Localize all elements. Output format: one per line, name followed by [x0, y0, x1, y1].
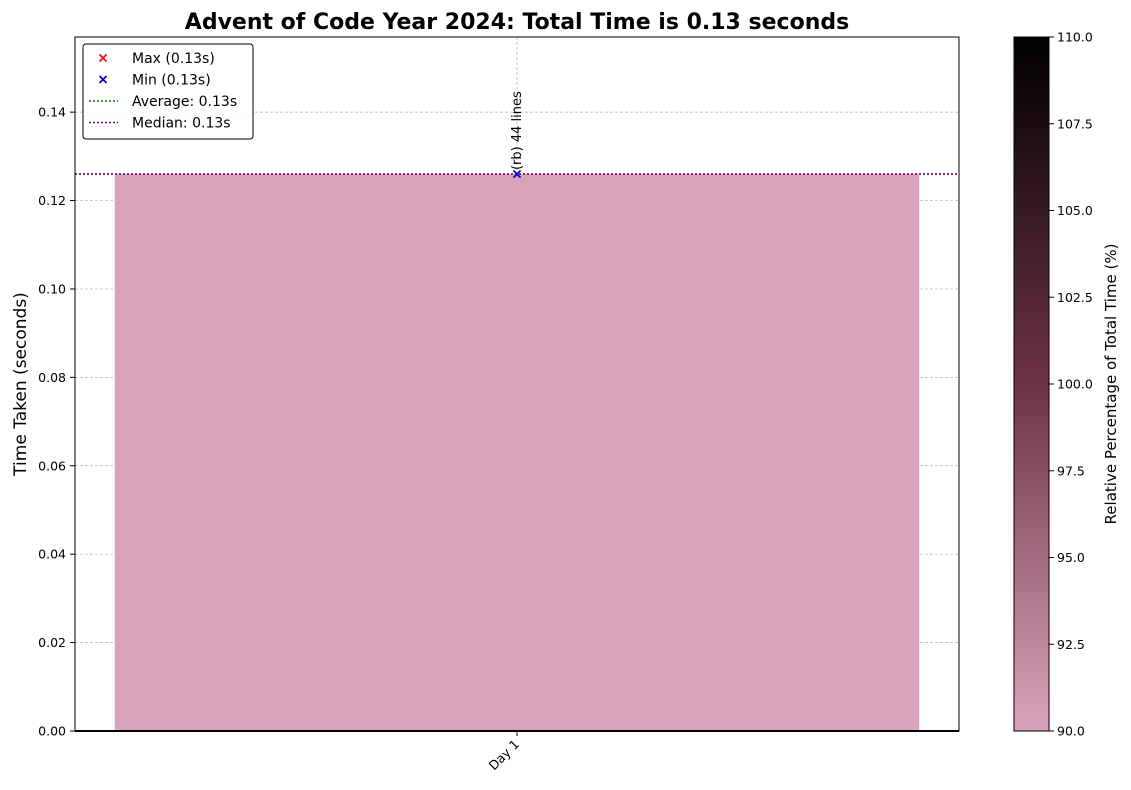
y-tick-label: 0.04 — [38, 547, 66, 562]
y-tick-label: 0.06 — [38, 458, 66, 473]
legend-label: Max (0.13s) — [132, 51, 215, 67]
legend-x-marker — [98, 75, 108, 84]
x-axis-ticks: Day 1 — [486, 731, 522, 773]
colorbar-tick-label: 90.0 — [1057, 724, 1085, 739]
colorbar-tick-label: 92.5 — [1057, 637, 1085, 652]
legend: Max (0.13s) Min (0.13s) Average: 0.13s Medi… — [82, 43, 254, 140]
colorbar-tick-label: 105.0 — [1057, 203, 1093, 218]
legend-label: Median: 0.13s — [132, 116, 231, 132]
colorbar-tick-label: 100.0 — [1057, 377, 1093, 392]
y-axis-ticks: 0.00 0.02 0.04 0.06 0.08 0.10 0.12 0.14 — [38, 105, 75, 739]
bar-annotations: (rb) 44 lines — [510, 91, 525, 170]
x-tick-label: Day 1 — [486, 737, 522, 773]
legend-label: Average: 0.13s — [132, 94, 237, 110]
y-tick-label: 0.12 — [38, 193, 66, 208]
y-tick-label: 0.00 — [38, 724, 66, 739]
y-axis-label: Time Taken (seconds) — [11, 292, 31, 477]
legend-item: Min (0.13s) — [98, 73, 211, 89]
legend-label: Min (0.13s) — [132, 73, 211, 89]
markers — [512, 169, 522, 179]
chart-title: Advent of Code Year 2024: Total Time is … — [185, 10, 849, 35]
y-tick-label: 0.10 — [38, 281, 66, 296]
colorbar-tick-label: 95.0 — [1057, 550, 1085, 565]
legend-item: Average: 0.13s — [89, 94, 237, 110]
colorbar-tick-label: 102.5 — [1057, 290, 1093, 305]
bar-annotation: (rb) 44 lines — [510, 91, 525, 170]
legend-item: Median: 0.13s — [89, 116, 231, 132]
colorbar-ticks: 90.0 92.5 95.0 97.5 100.0 102.5 105.0 107.5 110.… — [1049, 30, 1093, 739]
colorbar-tick-label: 97.5 — [1057, 463, 1085, 478]
colorbar-label: Relative Percentage of Total Time (%) — [1102, 244, 1120, 525]
legend-box — [82, 43, 254, 140]
colorbar — [1013, 36, 1050, 732]
bars — [75, 174, 959, 732]
legend-item: Max (0.13s) — [98, 51, 215, 67]
colorbar-tick-label: 107.5 — [1057, 116, 1093, 131]
y-tick-label: 0.02 — [38, 635, 66, 650]
legend-x-marker — [98, 53, 108, 63]
y-tick-label: 0.08 — [38, 370, 66, 385]
y-tick-label: 0.14 — [38, 105, 66, 120]
bar — [114, 174, 920, 731]
colorbar-tick-label: 110.0 — [1057, 30, 1093, 45]
min-marker — [512, 169, 522, 179]
